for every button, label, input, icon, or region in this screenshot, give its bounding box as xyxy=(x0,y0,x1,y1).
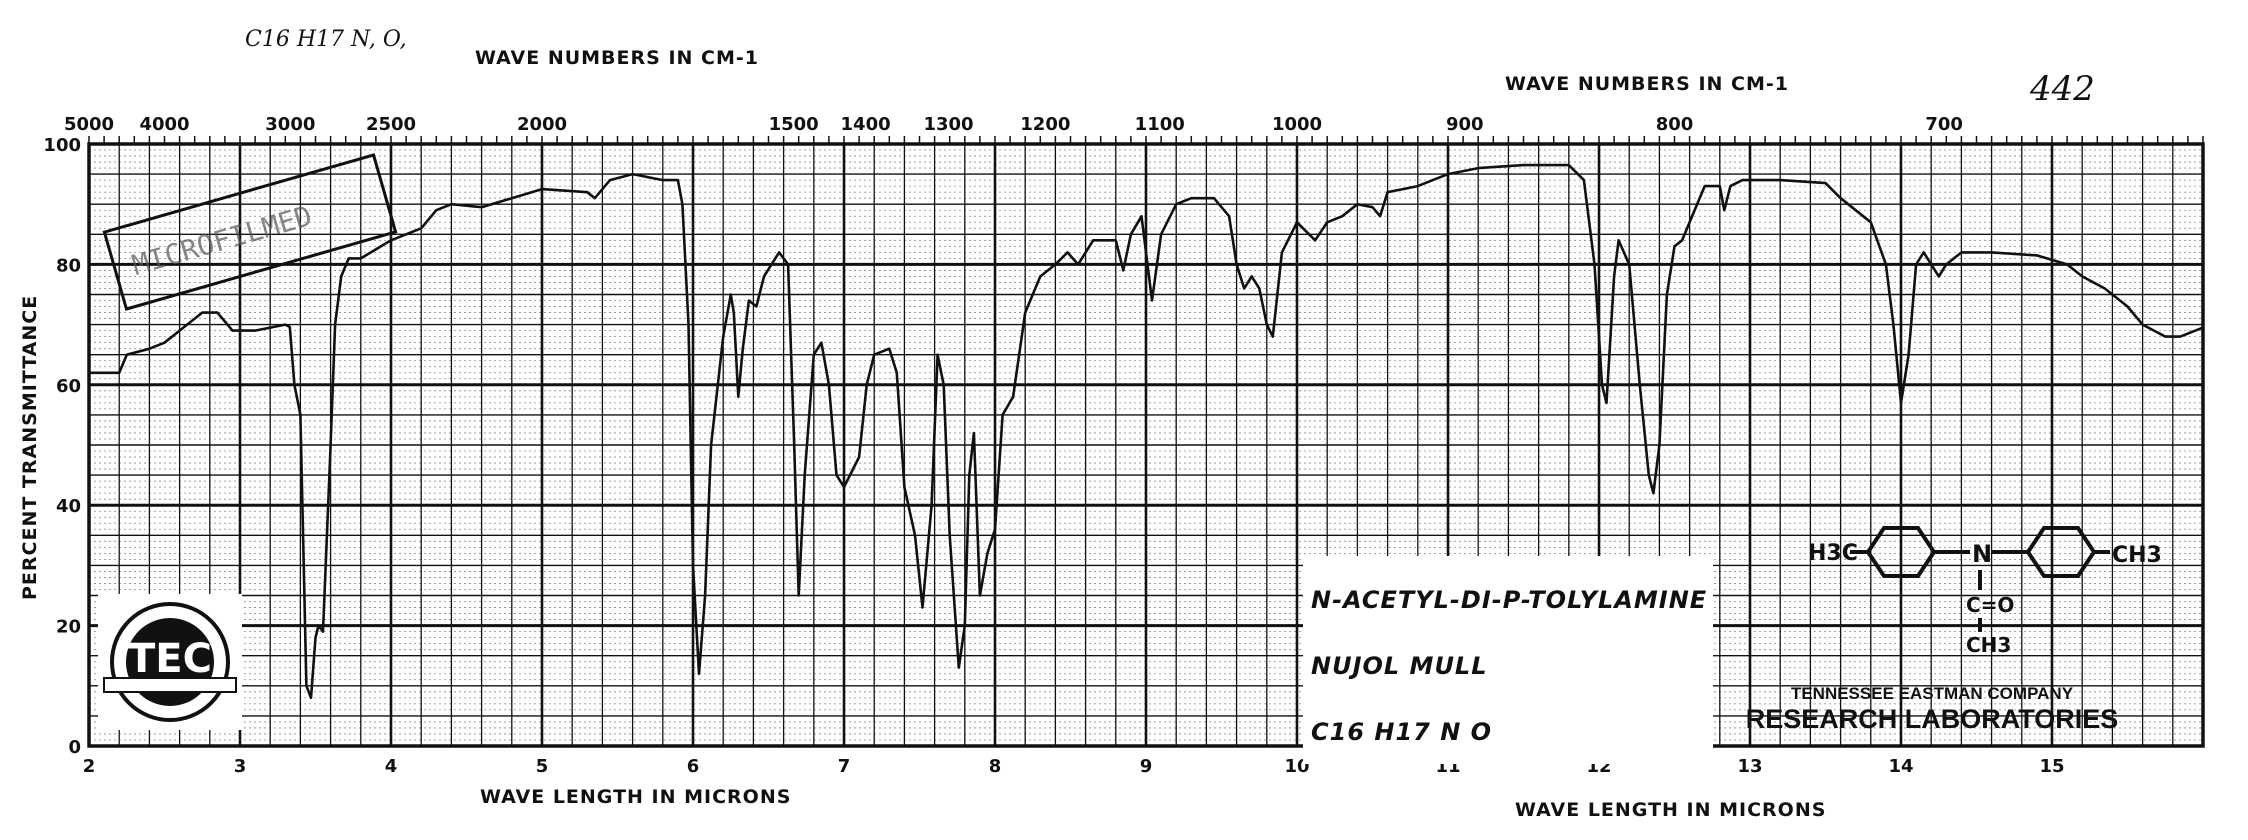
tennessee-eastman-logo: TEC xyxy=(98,594,242,730)
spectrum-line xyxy=(89,163,2204,700)
y-tick-label: 40 xyxy=(56,496,81,517)
top-tick-label: 3000 xyxy=(265,114,315,135)
company-label: TENNESSEE EASTMAN COMPANY RESEARCH LABOR… xyxy=(1742,684,2122,735)
microfilmed-stamp: MICROFILMED xyxy=(102,153,398,311)
top-tick-label: 4000 xyxy=(139,114,189,135)
molecular-structure: H3C N CH3 C=O CH3 xyxy=(1808,526,2162,657)
top-axis-title-left: WAVE NUMBERS IN CM-1 xyxy=(475,47,759,69)
top-tick-label: 1200 xyxy=(1020,114,1070,135)
svg-text:CH3: CH3 xyxy=(1966,633,2011,657)
handwritten-number: 442 xyxy=(2029,69,2095,109)
top-tick-label: 900 xyxy=(1446,114,1484,135)
svg-text:MICROFILMED: MICROFILMED xyxy=(128,199,315,282)
svg-text:C=O: C=O xyxy=(1966,593,2014,617)
handwritten-formula: C16 H17 N, O, xyxy=(245,27,407,52)
x-tick-label: 13 xyxy=(1737,756,1762,777)
x-tick-label: 4 xyxy=(385,756,398,777)
svg-text:N: N xyxy=(1972,540,1992,568)
top-tick-label: 5000 xyxy=(64,114,114,135)
x-tick-label: 9 xyxy=(1140,756,1153,777)
top-tick-label: 700 xyxy=(1925,114,1963,135)
y-tick-label: 80 xyxy=(56,255,81,276)
top-tick-label: 1300 xyxy=(923,114,973,135)
sample-info-box: N-ACETYL-DI-P-TOLYLAMINE NUJOL MULL C16 … xyxy=(1303,556,1713,764)
company-division: RESEARCH LABORATORIES xyxy=(1745,704,2119,734)
y-tick-label: 100 xyxy=(43,135,81,156)
x-tick-label: 2 xyxy=(83,756,96,777)
x-tick-label: 8 xyxy=(989,756,1002,777)
x-tick-label: 7 xyxy=(838,756,851,777)
top-tick-label: 1400 xyxy=(841,114,891,135)
y-tick-label: 0 xyxy=(68,737,81,758)
x-tick-label: 6 xyxy=(687,756,700,777)
svg-text:CH3: CH3 xyxy=(2112,543,2162,568)
ticks: 5000 4000 3000 2500 2000 1500 1400 1300 1200 1100… xyxy=(43,114,2204,777)
top-axis-title-right: WAVE NUMBERS IN CM-1 xyxy=(1505,73,1789,95)
y-axis-title: PERCENT TRANSMITTANCE xyxy=(19,295,41,600)
compound-formula: C16 H17 N O xyxy=(1311,718,1493,746)
x-tick-label: 14 xyxy=(1888,756,1913,777)
top-tick-label: 1100 xyxy=(1135,114,1185,135)
sample-medium: NUJOL MULL xyxy=(1311,652,1488,680)
top-tick-label: 800 xyxy=(1656,114,1694,135)
x-axis-title-left: WAVE LENGTH IN MICRONS xyxy=(480,786,791,808)
top-tick-label: 2500 xyxy=(366,114,416,135)
svg-text:H3C: H3C xyxy=(1808,541,1858,566)
svg-text:TEC: TEC xyxy=(128,636,212,682)
x-tick-label: 3 xyxy=(234,756,247,777)
top-tick-label: 1000 xyxy=(1272,114,1322,135)
x-tick-label: 15 xyxy=(2039,756,2064,777)
compound-name: N-ACETYL-DI-P-TOLYLAMINE xyxy=(1311,586,1708,614)
y-tick-label: 60 xyxy=(56,376,81,397)
x-tick-label: 5 xyxy=(536,756,549,777)
top-tick-label: 2000 xyxy=(517,114,567,135)
company-name: TENNESSEE EASTMAN COMPANY xyxy=(1790,684,2074,703)
top-tick-label: 1500 xyxy=(769,114,819,135)
x-axis-title-right: WAVE LENGTH IN MICRONS xyxy=(1515,799,1826,821)
y-tick-label: 20 xyxy=(56,617,81,638)
